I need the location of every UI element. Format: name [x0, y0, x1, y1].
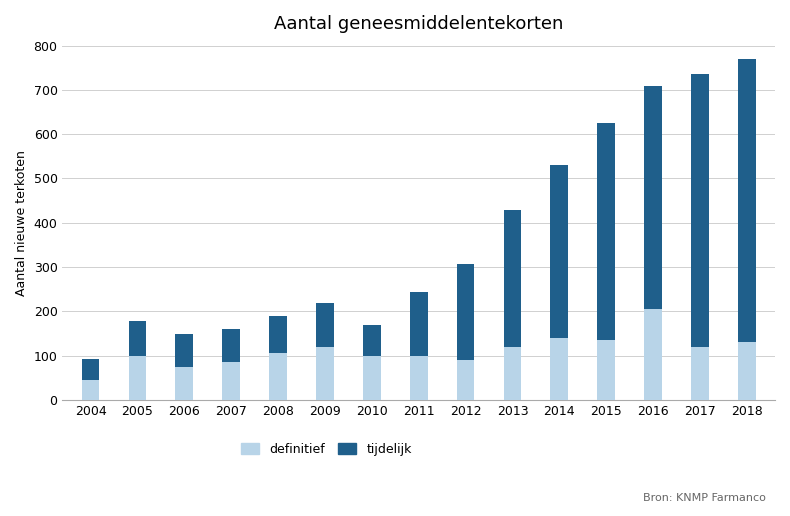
Bar — [222, 329, 240, 362]
Bar — [316, 303, 334, 347]
Bar — [597, 340, 615, 400]
Bar — [738, 342, 756, 400]
Bar — [503, 211, 521, 347]
Bar — [644, 309, 662, 400]
Bar — [738, 59, 756, 342]
Text: Bron: KNMP Farmanco: Bron: KNMP Farmanco — [643, 492, 766, 503]
Bar — [691, 74, 709, 347]
Bar — [691, 347, 709, 400]
Bar — [269, 316, 287, 353]
Bar — [363, 325, 381, 356]
Bar — [551, 165, 568, 338]
Bar — [503, 347, 521, 400]
Legend: definitief, tijdelijk: definitief, tijdelijk — [235, 438, 416, 461]
Bar — [269, 353, 287, 400]
Bar — [410, 292, 427, 356]
Bar — [222, 362, 240, 400]
Bar — [81, 380, 100, 400]
Bar — [175, 334, 194, 367]
Title: Aantal geneesmiddelentekorten: Aantal geneesmiddelentekorten — [274, 15, 563, 33]
Bar — [175, 367, 194, 400]
Bar — [316, 347, 334, 400]
Bar — [129, 321, 146, 356]
Bar — [597, 123, 615, 340]
Bar — [457, 360, 475, 400]
Bar — [81, 359, 100, 380]
Bar — [457, 264, 475, 360]
Bar — [644, 86, 662, 309]
Bar — [129, 356, 146, 400]
Bar — [410, 356, 427, 400]
Bar — [551, 338, 568, 400]
Bar — [363, 356, 381, 400]
Y-axis label: Aantal nieuwe terkoten: Aantal nieuwe terkoten — [15, 150, 28, 296]
